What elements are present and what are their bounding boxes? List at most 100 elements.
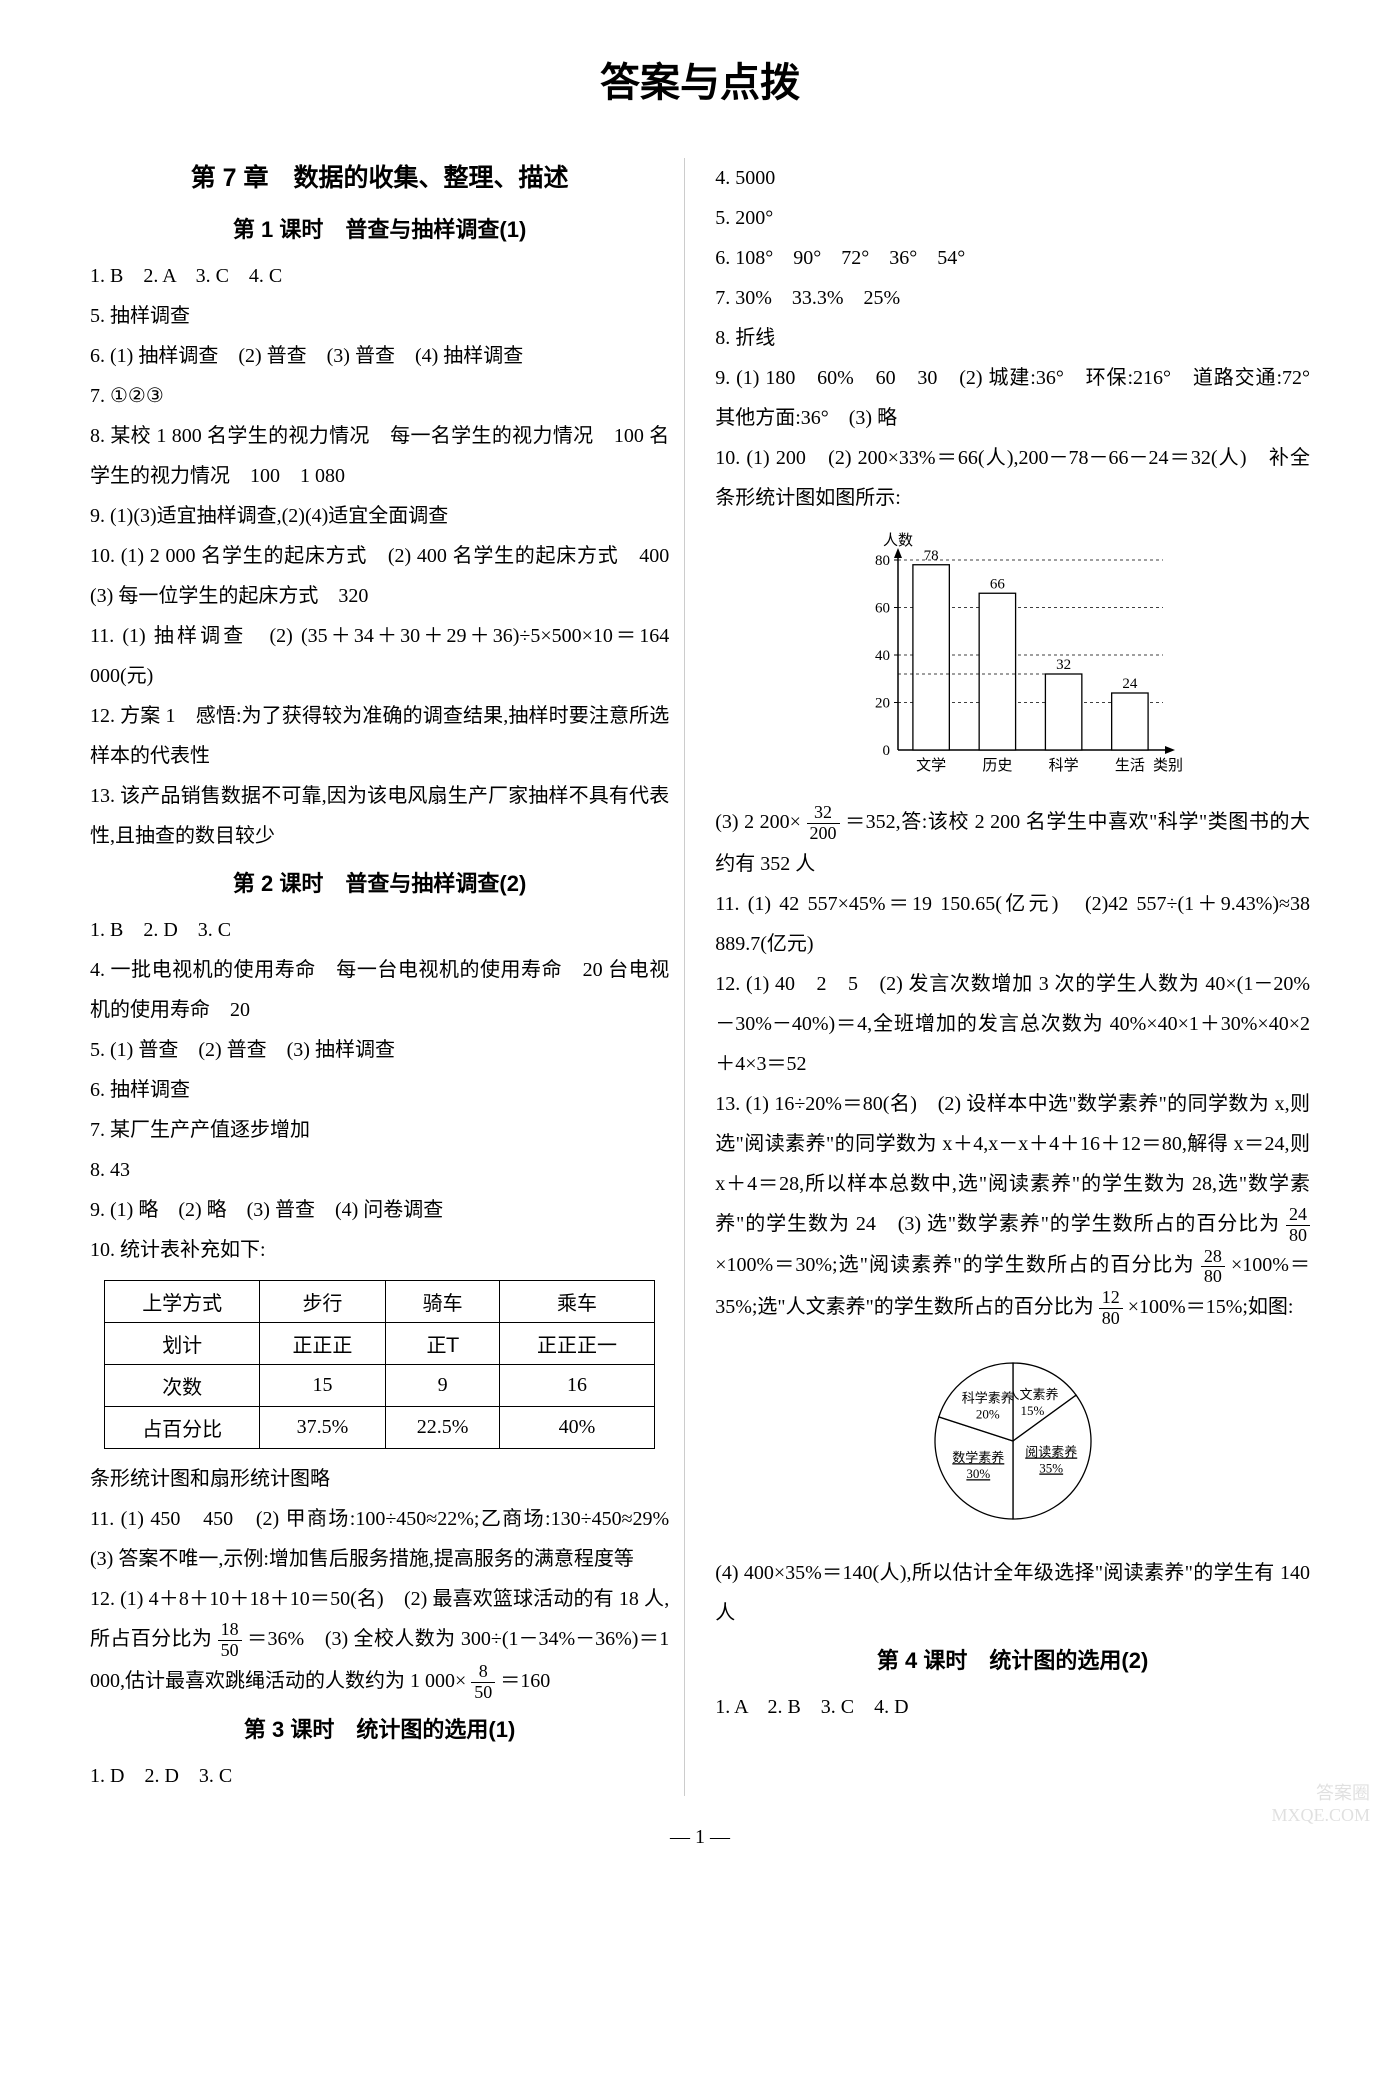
r-a4: 4. 5000 xyxy=(715,158,1310,198)
svg-text:科学: 科学 xyxy=(1048,757,1078,774)
table-cell: 15 xyxy=(259,1365,385,1407)
table-cell: 正𝖳 xyxy=(385,1323,499,1365)
frac-28-80: 2880 xyxy=(1201,1247,1225,1288)
l1-a10: 10. (1) 2 000 名学生的起床方式 (2) 400 名学生的起床方式 … xyxy=(90,536,669,616)
l4-a1: 1. A 2. B 3. C 4. D xyxy=(715,1687,1310,1727)
table-row: 上学方式步行骑车乘车 xyxy=(105,1281,654,1323)
watermark-line2: MXQE.COM xyxy=(1271,1805,1370,1826)
l2-a6: 6. 抽样调查 xyxy=(90,1070,669,1110)
content-columns: 第 7 章 数据的收集、整理、描述 第 1 课时 普查与抽样调查(1) 1. B… xyxy=(90,158,1310,1796)
bar-chart: 20 40 60 80 0 78 文学 66 历史 32 科学 24 生活 人数类别 xyxy=(843,530,1183,790)
lesson2-title: 第 2 课时 普查与抽样调查(2) xyxy=(90,866,669,898)
r-a11: 11. (1) 42 557×45%＝19 150.65(亿元) (2)42 5… xyxy=(715,884,1310,964)
svg-text:数学素养: 数学素养 xyxy=(952,1450,1004,1465)
watermark: 答案圈 MXQE.COM xyxy=(1271,1779,1370,1826)
svg-text:科学素养: 科学素养 xyxy=(961,1390,1013,1405)
l2-a11: 11. (1) 450 450 (2) 甲商场:100÷450≈22%;乙商场:… xyxy=(90,1499,669,1579)
r-a13-pre: 13. (1) 16÷20%＝80(名) (2) 设样本中选"数学素养"的同学数… xyxy=(715,1093,1310,1235)
table-cell: 乘车 xyxy=(500,1281,654,1323)
r-a10-frac-line: (3) 2 200× 32200 ＝352,答:该校 2 200 名学生中喜欢"… xyxy=(715,802,1310,884)
frac-8-50: 850 xyxy=(471,1662,495,1703)
l2-a10-pre: 10. 统计表补充如下: xyxy=(90,1230,669,1270)
l2-a7: 7. 某厂生产产值逐步增加 xyxy=(90,1110,669,1150)
table-cell: 正正正一 xyxy=(500,1323,654,1365)
r-a10-end: ＝352,答:该校 2 200 名学生中喜欢"科学"类图书的大约有 352 人 xyxy=(715,811,1310,875)
svg-text:24: 24 xyxy=(1122,676,1138,692)
lesson1-title: 第 1 课时 普查与抽样调查(1) xyxy=(90,212,669,244)
svg-text:78: 78 xyxy=(923,548,938,564)
l2-a12-end: ＝160 xyxy=(500,1670,550,1692)
lesson3-title: 第 3 课时 统计图的选用(1) xyxy=(90,1712,669,1744)
pie-chart: 人文素养15%阅读素养35%数学素养30%科学素养20% xyxy=(883,1341,1143,1541)
svg-text:历史: 历史 xyxy=(982,757,1012,774)
chapter-title: 第 7 章 数据的收集、整理、描述 xyxy=(90,158,669,194)
svg-text:阅读素养: 阅读素养 xyxy=(1025,1444,1077,1459)
l1-a6: 6. (1) 抽样调查 (2) 普查 (3) 普查 (4) 抽样调查 xyxy=(90,336,669,376)
table-row: 次数15916 xyxy=(105,1365,654,1407)
l2-a10-post: 条形统计图和扇形统计图略 xyxy=(90,1459,669,1499)
svg-text:文学: 文学 xyxy=(916,757,946,774)
svg-text:生活: 生活 xyxy=(1114,757,1144,774)
transport-table: 上学方式步行骑车乘车划计正正正正𝖳正正正一次数15916占百分比37.5%22.… xyxy=(104,1280,654,1449)
watermark-line1: 答案圈 xyxy=(1271,1779,1370,1805)
table-cell: 步行 xyxy=(259,1281,385,1323)
svg-text:30%: 30% xyxy=(966,1466,990,1481)
r-a10-pre: 10. (1) 200 (2) 200×33%＝66(人),200－78－66－… xyxy=(715,438,1310,518)
frac-18-50: 1850 xyxy=(218,1620,242,1661)
frac-32-200: 32200 xyxy=(807,803,840,844)
l2-a12: 12. (1) 4＋8＋10＋18＋10＝50(名) (2) 最喜欢篮球活动的有… xyxy=(90,1579,669,1702)
svg-text:20: 20 xyxy=(875,696,890,712)
r-a13-end: (4) 400×35%＝140(人),所以估计全年级选择"阅读素养"的学生有 1… xyxy=(715,1553,1310,1633)
r-a8: 8. 折线 xyxy=(715,318,1310,358)
table-cell: 正正正 xyxy=(259,1323,385,1365)
table-cell: 次数 xyxy=(105,1365,259,1407)
svg-text:66: 66 xyxy=(989,576,1005,592)
table-cell: 骑车 xyxy=(385,1281,499,1323)
right-column: 4. 5000 5. 200° 6. 108° 90° 72° 36° 54° … xyxy=(715,158,1310,1796)
r-a13: 13. (1) 16÷20%＝80(名) (2) 设样本中选"数学素养"的同学数… xyxy=(715,1084,1310,1329)
l2-a9: 9. (1) 略 (2) 略 (3) 普查 (4) 问卷调查 xyxy=(90,1190,669,1230)
r-a9: 9. (1) 180 60% 60 30 (2) 城建:36° 环保:216° … xyxy=(715,358,1310,438)
l1-a11: 11. (1) 抽样调查 (2) (35＋34＋30＋29＋36)÷5×500×… xyxy=(90,616,669,696)
table-cell: 37.5% xyxy=(259,1407,385,1449)
l3-a1: 1. D 2. D 3. C xyxy=(90,1756,669,1796)
svg-text:0: 0 xyxy=(882,743,890,759)
table-cell: 22.5% xyxy=(385,1407,499,1449)
page-number: — 1 — xyxy=(90,1826,1310,1849)
svg-text:32: 32 xyxy=(1056,657,1071,673)
r-a5: 5. 200° xyxy=(715,198,1310,238)
l2-a5: 5. (1) 普查 (2) 普查 (3) 抽样调查 xyxy=(90,1030,669,1070)
l2-a8: 8. 43 xyxy=(90,1150,669,1190)
svg-text:类别: 类别 xyxy=(1153,757,1183,774)
table-cell: 上学方式 xyxy=(105,1281,259,1323)
r-a6: 6. 108° 90° 72° 36° 54° xyxy=(715,238,1310,278)
table-cell: 划计 xyxy=(105,1323,259,1365)
svg-text:40: 40 xyxy=(875,648,890,664)
l1-a5: 5. 抽样调查 xyxy=(90,296,669,336)
r-a10-mid: (3) 2 200× xyxy=(715,811,801,833)
l1-a13: 13. 该产品销售数据不可靠,因为该电风扇生产厂家抽样不具有代表性,且抽查的数目… xyxy=(90,776,669,856)
svg-text:人文素养: 人文素养 xyxy=(1006,1387,1058,1402)
r-a7: 7. 30% 33.3% 25% xyxy=(715,278,1310,318)
table-cell: 9 xyxy=(385,1365,499,1407)
l2-a4: 4. 一批电视机的使用寿命 每一台电视机的使用寿命 20 台电视机的使用寿命 2… xyxy=(90,950,669,1030)
svg-text:80: 80 xyxy=(875,553,890,569)
svg-text:人数: 人数 xyxy=(883,532,913,549)
lesson4-title: 第 4 课时 统计图的选用(2) xyxy=(715,1643,1310,1675)
svg-text:60: 60 xyxy=(875,601,890,617)
r-a12: 12. (1) 40 2 5 (2) 发言次数增加 3 次的学生人数为 40×(… xyxy=(715,964,1310,1084)
l1-a12: 12. 方案 1 感悟:为了获得较为准确的调查结果,抽样时要注意所选样本的代表性 xyxy=(90,696,669,776)
page-title: 答案与点拨 xyxy=(90,50,1310,108)
table-cell: 40% xyxy=(500,1407,654,1449)
r-a13-mid3: ×100%＝15%;如图: xyxy=(1128,1296,1294,1318)
l1-a7: 7. ①②③ xyxy=(90,376,669,416)
frac-24-80: 2480 xyxy=(1286,1205,1310,1246)
svg-text:20%: 20% xyxy=(975,1406,999,1421)
l1-a8: 8. 某校 1 800 名学生的视力情况 每一名学生的视力情况 100 名学生的… xyxy=(90,416,669,496)
left-column: 第 7 章 数据的收集、整理、描述 第 1 课时 普查与抽样调查(1) 1. B… xyxy=(90,158,685,1796)
table-cell: 占百分比 xyxy=(105,1407,259,1449)
table-row: 划计正正正正𝖳正正正一 xyxy=(105,1323,654,1365)
table-cell: 16 xyxy=(500,1365,654,1407)
svg-text:15%: 15% xyxy=(1020,1403,1044,1418)
r-a13-mid1: ×100%＝30%;选"阅读素养"的学生数所占的百分比为 xyxy=(715,1254,1195,1276)
